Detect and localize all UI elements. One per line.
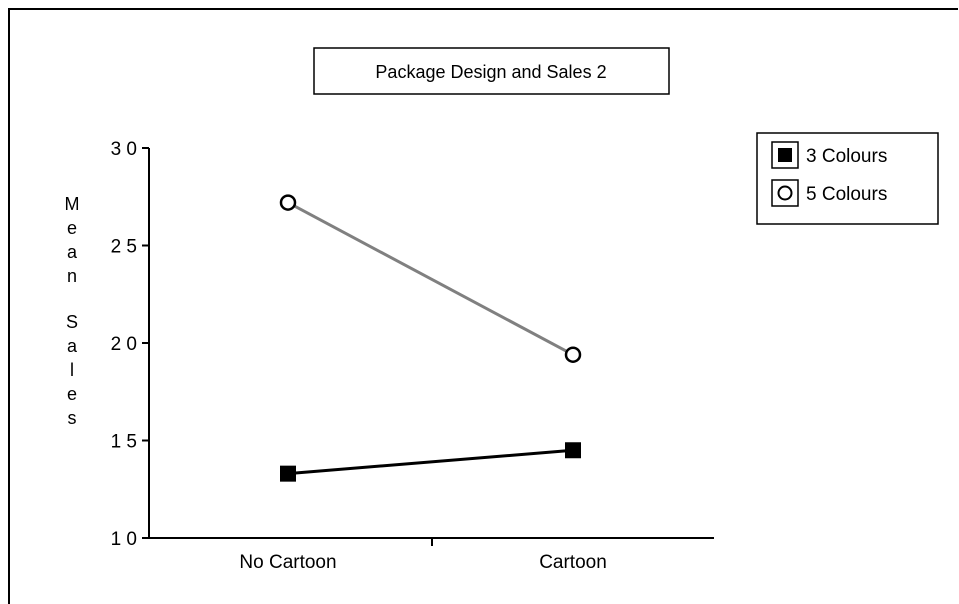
y-tick-label: 1 0 (111, 529, 137, 550)
title-box (313, 47, 670, 95)
legend-marker (778, 148, 792, 162)
series-line-3-colours (287, 448, 574, 476)
data-point (564, 346, 582, 363)
legend-label: 3 Colours (806, 146, 887, 167)
y-ticks: 1 0 1 5 2 0 2 5 3 0 (111, 139, 149, 550)
x-tick-label: No Cartoon (239, 552, 336, 573)
legend-label: 5 Colours (806, 184, 887, 205)
series-line-5-colours (287, 201, 574, 357)
data-point (280, 465, 296, 482)
legend-marker (777, 185, 793, 201)
data-point (279, 194, 297, 211)
y-tick-label: 2 0 (111, 334, 137, 355)
y-tick-label: 2 5 (111, 237, 137, 258)
y-tick-label: 3 0 (111, 139, 137, 160)
y-tick-label: 1 5 (111, 432, 137, 453)
series-markers (279, 194, 582, 482)
legend: 3 Colours 5 Colours (771, 141, 887, 207)
data-point (565, 442, 581, 459)
x-tick-label: Cartoon (539, 552, 607, 573)
chart-title: Package Design and Sales 2 (375, 62, 606, 82)
chart-frame (8, 8, 958, 604)
x-ticks: No Cartoon Cartoon (239, 538, 607, 573)
series-lines (287, 201, 574, 476)
